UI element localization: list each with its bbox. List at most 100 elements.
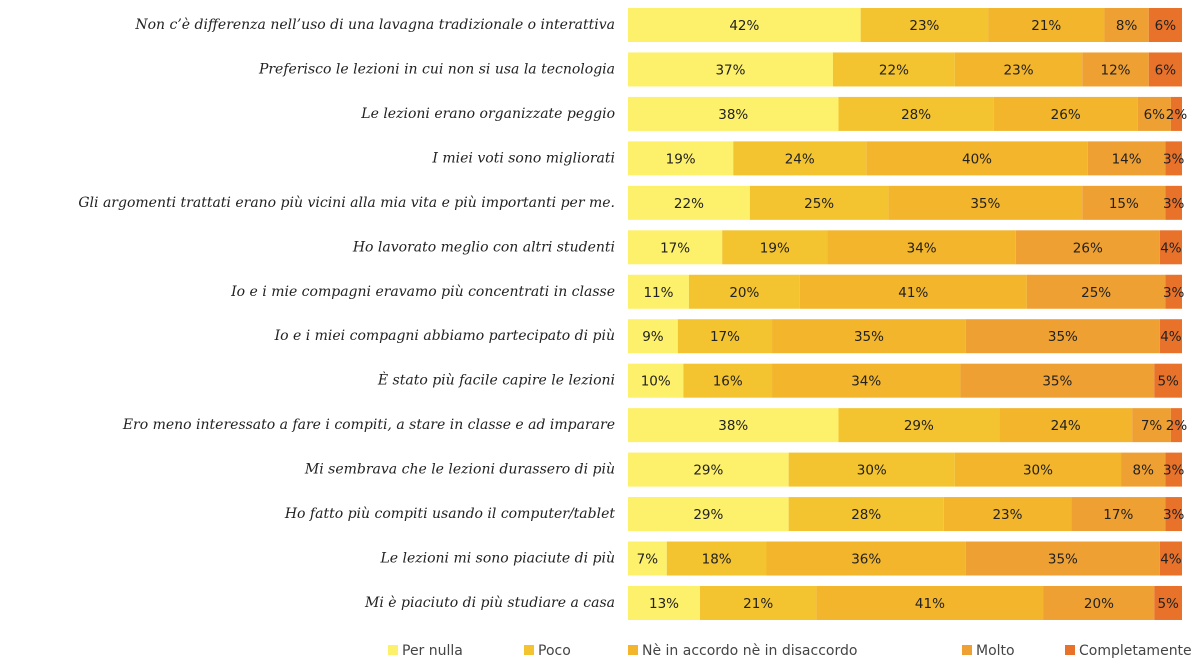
bar-segment <box>1104 8 1149 42</box>
legend-label: Molto <box>976 643 1015 659</box>
value-label: 17% <box>660 240 690 256</box>
value-label: 7% <box>637 552 659 568</box>
legend-swatch <box>1065 645 1075 655</box>
value-label: 34% <box>907 240 937 256</box>
value-label: 24% <box>785 151 815 167</box>
value-label: 35% <box>854 329 884 345</box>
value-label: 14% <box>1112 151 1142 167</box>
bar-segment <box>628 141 734 176</box>
value-label: 25% <box>804 196 834 212</box>
bar-segment <box>888 185 1083 220</box>
value-label: 4% <box>1160 240 1182 256</box>
bar-segment <box>965 319 1160 354</box>
bar-segment <box>628 185 750 220</box>
bar-segment <box>628 319 678 354</box>
value-label: 21% <box>1031 18 1061 34</box>
bar-segment <box>1165 141 1182 176</box>
category-label: Ho fatto più compiti usando il computer/… <box>284 506 616 522</box>
bar-segment <box>1159 230 1182 265</box>
bar-segment <box>1082 185 1166 220</box>
value-label: 20% <box>729 285 759 301</box>
bar-segment <box>1082 52 1149 87</box>
value-label: 8% <box>1116 18 1138 34</box>
bar-segment <box>766 541 966 576</box>
value-label: 6% <box>1155 62 1177 78</box>
bar-segment <box>683 363 773 398</box>
bar-segment <box>1043 585 1155 620</box>
value-label: 17% <box>710 329 740 345</box>
bar-segment <box>1015 230 1160 265</box>
category-label: Non c’è differenza nell’uso di una lavag… <box>134 17 615 33</box>
value-label: 29% <box>904 418 934 434</box>
value-label: 37% <box>715 62 745 78</box>
bar-segment <box>688 274 800 309</box>
value-label: 3% <box>1163 507 1185 523</box>
value-label: 35% <box>970 196 1000 212</box>
bar-segment <box>832 52 955 87</box>
value-label: 16% <box>713 374 743 390</box>
value-label: 3% <box>1163 196 1185 212</box>
bar-segment <box>1148 52 1182 87</box>
value-label: 29% <box>693 463 723 479</box>
value-label: 22% <box>879 62 909 78</box>
bar-segment <box>1170 96 1182 131</box>
bar-segment <box>628 52 833 87</box>
value-label: 10% <box>641 374 671 390</box>
value-label: 24% <box>1051 418 1081 434</box>
value-label: 42% <box>729 18 759 34</box>
value-label: 23% <box>992 507 1022 523</box>
category-label: Mi è piaciuto di più studiare a casa <box>364 595 615 611</box>
bar-segment <box>993 96 1138 131</box>
bar-segment <box>1132 408 1171 443</box>
bar-segment <box>838 408 1000 443</box>
bar-segment <box>772 363 961 398</box>
bar-segment <box>1165 274 1182 309</box>
bar-segment <box>838 96 994 131</box>
category-label: Preferisco le lezioni in cui non si usa … <box>258 61 615 77</box>
bar-segment <box>733 141 867 176</box>
bar-segment <box>827 230 1016 265</box>
value-label: 18% <box>702 552 732 568</box>
bar-segment <box>954 452 1122 487</box>
bar-segment <box>999 408 1133 443</box>
bar-segment <box>628 541 667 576</box>
value-label: 5% <box>1157 374 1179 390</box>
value-label: 41% <box>898 285 928 301</box>
value-label: 40% <box>962 151 992 167</box>
bar-segment <box>1165 497 1182 532</box>
value-label: 23% <box>909 18 939 34</box>
bar-segment <box>628 274 689 309</box>
value-label: 30% <box>857 463 887 479</box>
value-label: 22% <box>674 196 704 212</box>
bar-segment <box>788 497 944 532</box>
bar-segment <box>860 8 989 42</box>
value-label: 2% <box>1166 107 1188 123</box>
value-label: 5% <box>1157 596 1179 612</box>
bar-segment <box>628 363 684 398</box>
bar-segment <box>1154 585 1182 620</box>
bar-segment <box>666 541 767 576</box>
bar-segment <box>1170 408 1182 443</box>
value-label: 30% <box>1023 463 1053 479</box>
bar-segment <box>1148 8 1182 42</box>
bar-segment <box>816 585 1044 620</box>
bar-segment <box>943 497 1072 532</box>
value-label: 38% <box>718 107 748 123</box>
bar-segment <box>1165 452 1182 487</box>
category-label: È stato più facile capire le lezioni <box>377 371 615 389</box>
value-label: 28% <box>901 107 931 123</box>
value-label: 20% <box>1084 596 1114 612</box>
value-label: 21% <box>743 596 773 612</box>
value-label: 19% <box>666 151 696 167</box>
value-label: 36% <box>851 552 881 568</box>
value-label: 4% <box>1160 552 1182 568</box>
bar-segment <box>628 497 789 532</box>
value-label: 19% <box>760 240 790 256</box>
value-label: 7% <box>1141 418 1163 434</box>
value-label: 41% <box>915 596 945 612</box>
value-label: 38% <box>718 418 748 434</box>
legend-swatch <box>628 645 638 655</box>
bar-segment <box>700 585 817 620</box>
value-label: 13% <box>649 596 679 612</box>
category-label: Mi sembrava che le lezioni durassero di … <box>304 462 615 478</box>
